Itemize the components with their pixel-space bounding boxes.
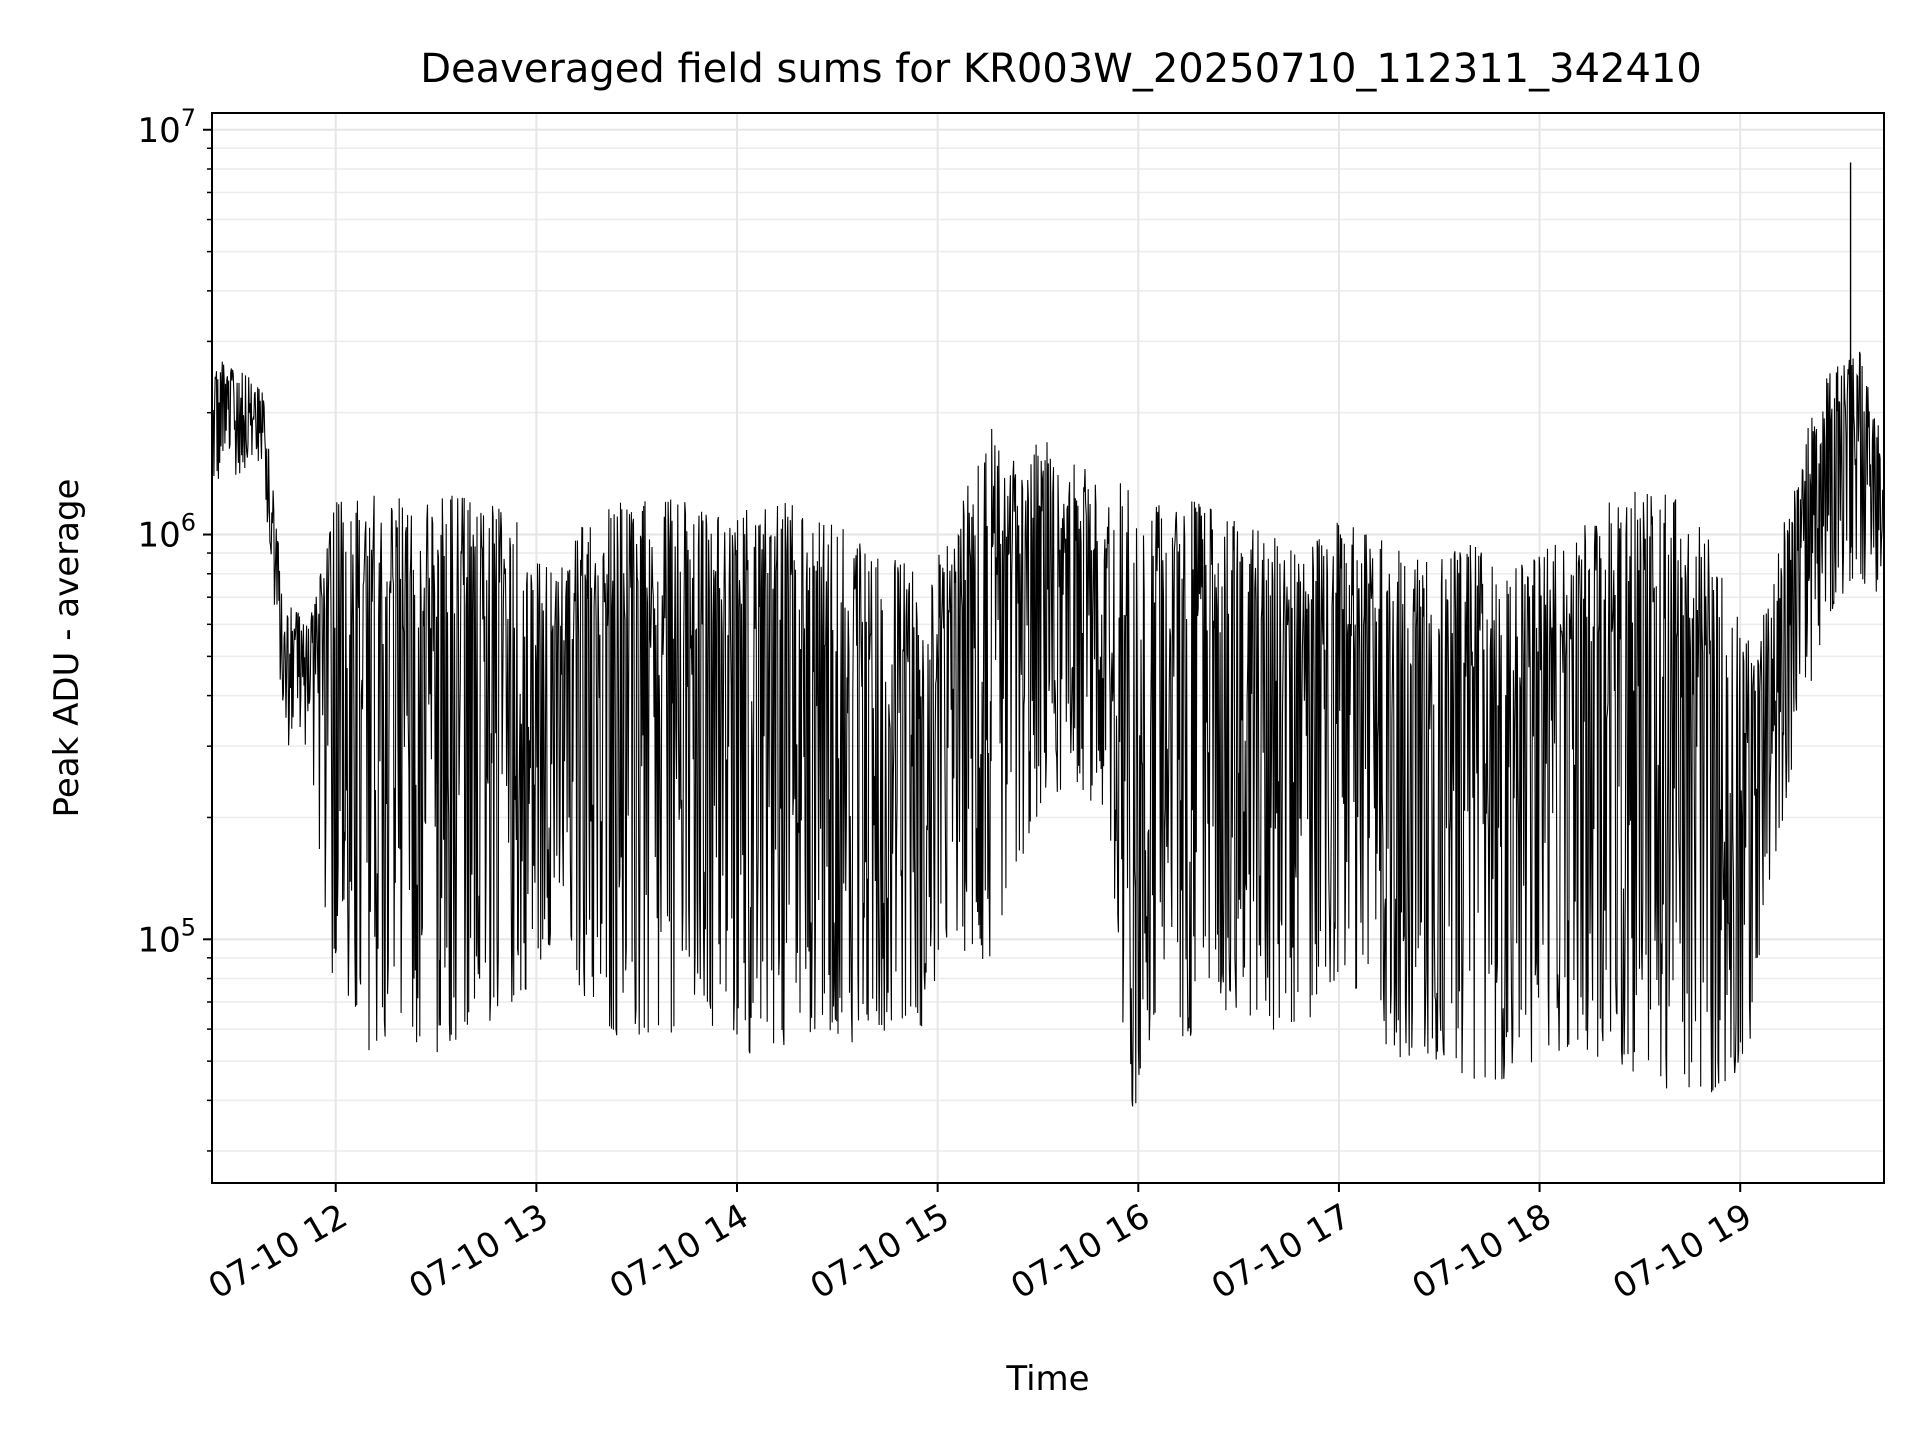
y-tick-base: 10 [137, 111, 180, 151]
plot-frame [211, 112, 1885, 1184]
y-tick-exponent: 5 [181, 913, 196, 941]
x-axis-ticks: 07-10 12 07-10 13 07-10 14 07-10 15 07-10 16… [202, 1183, 1759, 1307]
x-tick-label: 07-10 17 [1205, 1196, 1357, 1307]
x-tick-label: 07-10 14 [603, 1196, 755, 1307]
data-layer [212, 162, 1884, 1107]
y-tick-base: 10 [137, 516, 180, 556]
x-tick-label: 07-10 19 [1606, 1196, 1758, 1307]
y-tick-exponent: 6 [181, 509, 196, 537]
y-tick-exponent: 7 [181, 104, 196, 132]
x-tick-label: 07-10 12 [202, 1196, 354, 1307]
x-tick-label: 07-10 18 [1406, 1196, 1558, 1307]
y-axis-label: Peak ADU - average [47, 479, 87, 818]
x-axis-label: Time [1005, 1359, 1089, 1399]
chart-title: Deaveraged field sums for KR003W_2025071… [420, 46, 1702, 92]
y-tick-label: 106 [137, 509, 196, 556]
y-tick-label: 105 [137, 913, 196, 960]
y-tick-base: 10 [137, 920, 180, 960]
x-tick-label: 07-10 15 [804, 1196, 956, 1307]
x-tick-label: 07-10 16 [1004, 1196, 1156, 1307]
x-tick-label: 07-10 13 [402, 1196, 554, 1307]
series-line [212, 351, 1884, 1107]
y-tick-label: 107 [137, 104, 196, 151]
